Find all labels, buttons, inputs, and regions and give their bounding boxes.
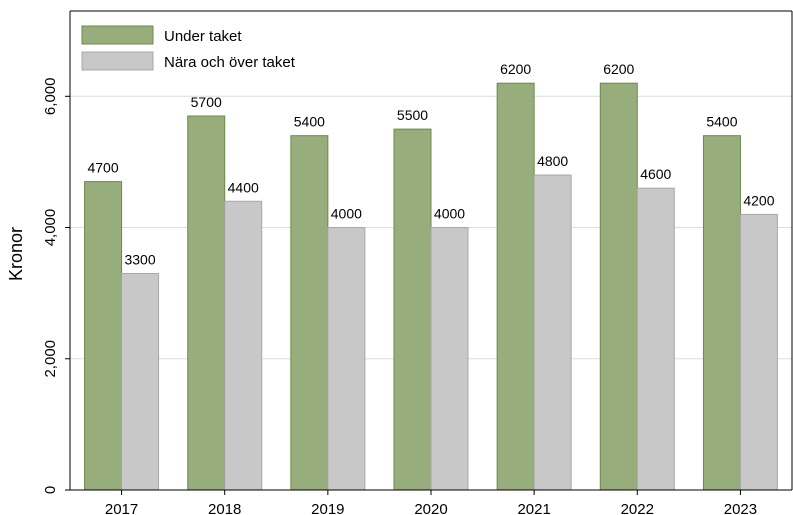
bar-under-2022: [599, 82, 638, 491]
axes: 2017 2018 2019 2020 2021 2022 2023 0 2,000 4,000 6…: [42, 10, 793, 515]
x-tick-label-2022: 2022: [621, 501, 654, 515]
bar-under-2017: [84, 181, 123, 491]
bar-over-2020: [430, 227, 469, 491]
bar-under-2018: [187, 115, 226, 491]
legend-swatch-over: [81, 51, 154, 71]
bars: [84, 82, 778, 491]
y-tick-label-0: 0: [42, 486, 59, 494]
data-label-over-2020: 4000: [434, 206, 465, 222]
data-label-over-2023: 4200: [743, 192, 774, 208]
data-label-under-2021: 6200: [500, 61, 531, 77]
data-label-under-2019: 5400: [294, 114, 325, 130]
bar-over-2021: [533, 174, 572, 491]
bar-under-2020: [393, 128, 432, 491]
data-label-over-2021: 4800: [537, 153, 568, 169]
data-label-under-2017: 4700: [87, 160, 118, 176]
data-label-under-2022: 6200: [603, 61, 634, 77]
data-label-under-2018: 5700: [191, 94, 222, 110]
data-label-under-2020: 5500: [397, 107, 428, 123]
legend-swatch-under: [81, 25, 154, 45]
legend-label-under: Under taket: [164, 28, 242, 45]
bar-under-2023: [702, 135, 741, 491]
y-tick-label-3: 6,000: [42, 78, 59, 116]
bar-over-2022: [636, 187, 675, 491]
x-tick-label-2017: 2017: [105, 501, 138, 515]
bar-over-2018: [224, 200, 263, 491]
data-label-over-2019: 4000: [331, 206, 362, 222]
bar-under-2019: [290, 135, 329, 491]
legend: Under taket Nära och över taket: [81, 25, 296, 71]
x-tick-label-2020: 2020: [414, 501, 447, 515]
data-label-over-2018: 4400: [228, 179, 259, 195]
x-tick-label-2019: 2019: [311, 501, 344, 515]
bar-over-2023: [739, 213, 778, 491]
bar-over-2017: [121, 272, 160, 491]
data-label-under-2023: 5400: [706, 114, 737, 130]
data-label-over-2022: 4600: [640, 166, 671, 182]
data-label-over-2017: 3300: [124, 251, 155, 267]
data-labels: 4700 3300 5700 4400 5400 4000 5500 4000 6200 4800…: [87, 61, 774, 267]
y-axis-title: Kronor: [6, 227, 26, 281]
bar-over-2019: [327, 227, 366, 491]
x-tick-label-2023: 2023: [724, 501, 757, 515]
legend-label-over: Nära och över taket: [164, 54, 296, 71]
x-tick-label-2018: 2018: [208, 501, 241, 515]
y-tick-label-2: 4,000: [42, 209, 59, 247]
bar-under-2021: [496, 82, 535, 491]
y-tick-label-1: 2,000: [42, 340, 59, 378]
x-tick-label-2021: 2021: [517, 501, 550, 515]
